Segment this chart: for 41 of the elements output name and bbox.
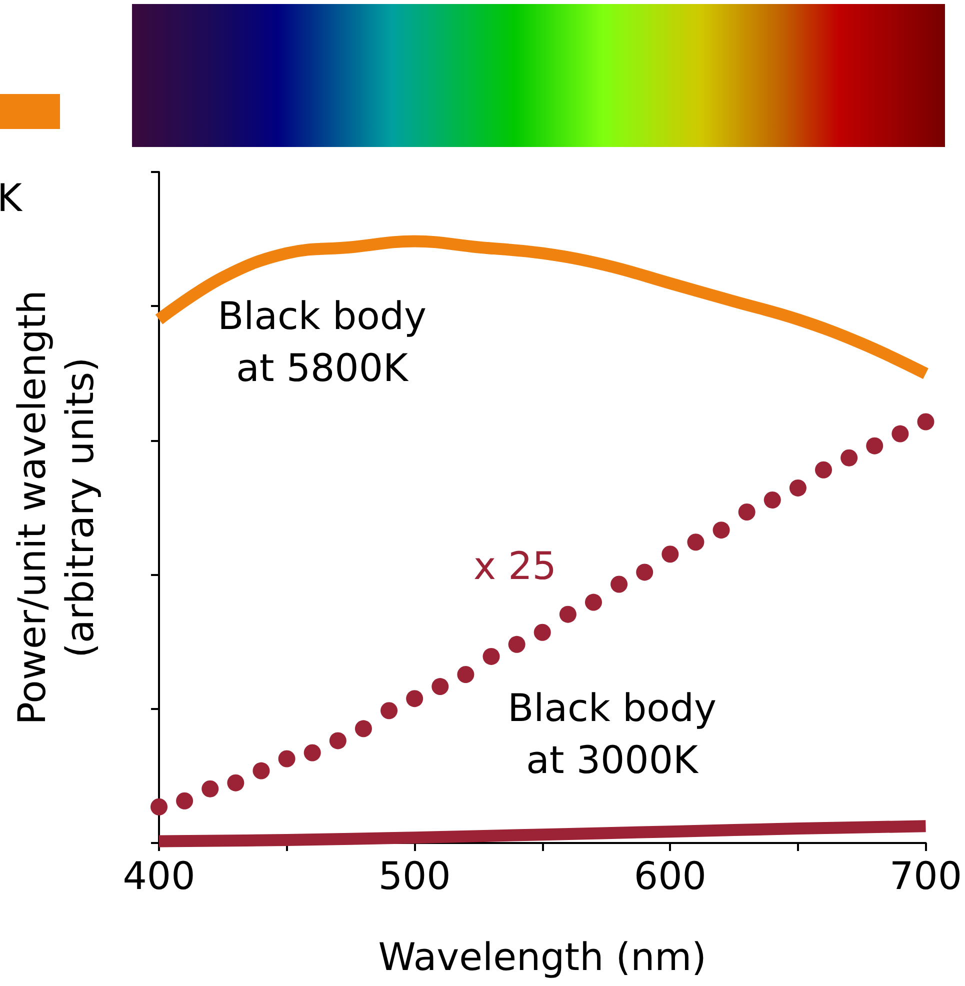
y-axis-title: Power/unit wavelength (arbitrary units) <box>10 290 102 725</box>
point <box>329 732 346 750</box>
point <box>508 636 526 653</box>
point <box>278 750 296 768</box>
point <box>840 449 858 466</box>
point <box>457 666 474 683</box>
point <box>176 792 194 810</box>
text: K <box>0 176 23 220</box>
point <box>815 461 832 478</box>
point <box>354 720 372 738</box>
point <box>789 479 806 496</box>
x-tick-label: 600 <box>634 854 706 898</box>
point <box>252 762 270 780</box>
point <box>227 774 244 792</box>
x-tick-label: 700 <box>889 854 962 898</box>
point <box>534 624 551 641</box>
point <box>866 437 884 454</box>
x-axis-title: Wavelength (nm) <box>378 935 706 979</box>
point <box>917 413 934 430</box>
point <box>202 780 219 798</box>
point <box>712 522 730 539</box>
x-tick-label: 400 <box>122 854 196 898</box>
point <box>738 504 756 521</box>
point <box>406 690 424 708</box>
x-tick-label: 500 <box>378 854 451 898</box>
point <box>636 564 654 581</box>
point <box>304 744 321 762</box>
point <box>432 678 449 696</box>
annotation: Black body at 3000K <box>508 686 716 782</box>
point <box>585 594 602 611</box>
point <box>610 576 628 593</box>
annotation: Black body at 5800K <box>218 294 426 390</box>
point <box>892 425 909 442</box>
point <box>687 534 704 551</box>
point <box>482 648 500 665</box>
point <box>662 546 679 563</box>
point <box>150 798 168 816</box>
point <box>764 491 781 508</box>
annotation: x 25 <box>474 544 556 588</box>
point <box>559 606 576 623</box>
point <box>380 702 398 720</box>
